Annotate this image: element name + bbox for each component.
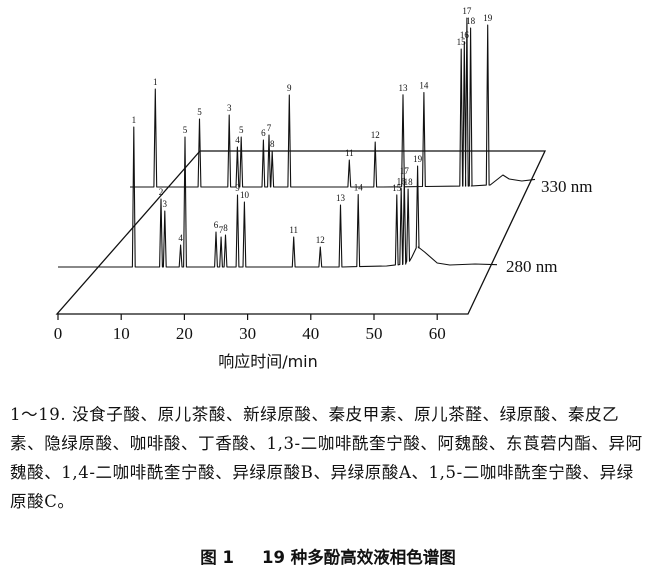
peak-label: 4 — [235, 135, 240, 145]
peak-label: 16 — [397, 176, 407, 186]
trace-name-label: 330 nm — [541, 177, 592, 196]
peak-label: 8 — [223, 223, 228, 233]
peak-label: 5 — [197, 107, 202, 117]
peak-label: 16 — [460, 30, 470, 40]
peak-label: 7 — [267, 123, 272, 133]
peak-label: 18 — [466, 16, 476, 26]
peak-label: 12 — [316, 235, 325, 245]
x-tick-label: 30 — [239, 324, 256, 343]
peak-label: 3 — [163, 199, 168, 209]
peak-label: 9 — [287, 83, 292, 93]
x-axis-title: 响应时间/min — [218, 352, 318, 371]
peak-label: 10 — [240, 190, 250, 200]
peak-label: 14 — [354, 183, 364, 193]
peak-label: 17 — [462, 6, 472, 16]
peak-label: 6 — [261, 128, 266, 138]
peak-label: 1 — [132, 115, 137, 125]
plot-frame — [55, 150, 547, 315]
peak-label: 5 — [183, 125, 188, 135]
figure-title: 图 1 19 种多酚高效液相色谱图 — [0, 544, 656, 568]
figure-number: 图 1 — [200, 548, 234, 567]
peak-label: 6 — [214, 220, 219, 230]
peak-label: 5 — [239, 125, 244, 135]
peak-label: 1 — [153, 77, 158, 87]
peak-label: 15 — [457, 37, 467, 47]
peak-label: 2 — [159, 187, 164, 197]
peak-label: 19 — [413, 154, 423, 164]
peak-label: 14 — [419, 81, 429, 91]
x-tick-label: 40 — [302, 324, 319, 343]
chart-frame — [55, 150, 547, 315]
peak-label: 4 — [178, 233, 183, 243]
x-tick-label: 60 — [429, 324, 446, 343]
x-tick-label: 0 — [54, 324, 63, 343]
peak-label: 8 — [270, 139, 275, 149]
figure-title-text: 19 种多酚高效液相色谱图 — [262, 548, 456, 567]
x-axis: 0 10 20 30 40 50 60 — [54, 314, 446, 343]
peak-label: 7 — [219, 225, 224, 235]
peak-label: 3 — [227, 103, 232, 113]
x-tick-label: 20 — [176, 324, 193, 343]
peak-label: 15 — [392, 183, 402, 193]
peak-label: 13 — [399, 83, 409, 93]
peak-label: 11 — [289, 225, 298, 235]
x-tick-label: 10 — [113, 324, 130, 343]
trace-name-label: 280 nm — [506, 257, 557, 276]
peak-label: 18 — [404, 177, 414, 187]
figure-caption: 1～19. 没食子酸、原儿茶酸、新绿原酸、秦皮甲素、原儿茶醛、绿原酸、秦皮乙素、… — [10, 405, 643, 511]
trace-line — [130, 17, 536, 188]
peak-label: 17 — [400, 166, 410, 176]
chromatogram-traces — [58, 17, 536, 268]
peak-label: 19 — [483, 13, 493, 23]
trace-line — [58, 126, 498, 268]
peak-label: 12 — [371, 130, 380, 140]
peak-label: 13 — [336, 193, 346, 203]
peak-label: 9 — [235, 183, 240, 193]
peak-label: 11 — [345, 148, 354, 158]
x-tick-label: 50 — [366, 324, 383, 343]
